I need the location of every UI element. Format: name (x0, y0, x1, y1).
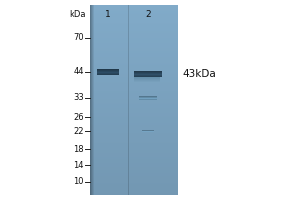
Text: 44: 44 (74, 68, 84, 76)
Text: 33: 33 (73, 94, 84, 102)
Text: 26: 26 (74, 112, 84, 121)
Text: 70: 70 (74, 33, 84, 43)
Text: 22: 22 (74, 127, 84, 136)
Text: 2: 2 (145, 10, 151, 19)
Text: kDa: kDa (70, 10, 86, 19)
Text: 43kDa: 43kDa (182, 69, 216, 79)
Text: 1: 1 (105, 10, 111, 19)
Text: 14: 14 (74, 160, 84, 170)
Text: 10: 10 (74, 178, 84, 186)
Text: 18: 18 (74, 144, 84, 154)
